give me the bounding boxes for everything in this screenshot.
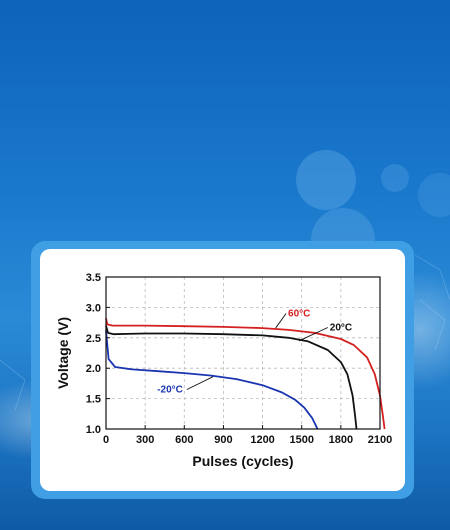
chart-panel: 0 300 600 900 1200 1500 1800 2100 1.0 1.5 2.0 2.5 3.… <box>40 249 405 491</box>
series-label-pointer <box>298 327 328 342</box>
series-label-2: 20°C <box>330 323 352 334</box>
x-axis-label: Pulses (cycles) <box>192 453 293 469</box>
series-label-pointer <box>186 376 214 390</box>
series-labels: 60°C 20°C -20°C <box>157 309 352 396</box>
plot-frame <box>105 276 381 430</box>
grid <box>106 277 380 429</box>
series-line-3 <box>105 330 319 430</box>
x-tick-label: 0 <box>103 434 109 446</box>
series-line-1 <box>105 318 386 430</box>
voltage-chart: 0 300 600 900 1200 1500 1800 2100 1.0 1.5 2.0 2.5 3.… <box>55 272 393 469</box>
x-tick-label: 900 <box>214 434 232 446</box>
series-line-2 <box>105 325 358 430</box>
x-tick-label: 1800 <box>329 434 353 446</box>
x-tick-label: 600 <box>175 434 193 446</box>
x-tick-label: 1500 <box>289 434 313 446</box>
y-tick-label: 2.5 <box>86 333 101 345</box>
series-label-pointer <box>275 313 287 329</box>
series-label-1: 60°C <box>288 309 310 320</box>
y-tick-label: 3.5 <box>86 272 101 284</box>
x-tick-label: 2100 <box>368 434 392 446</box>
y-axis-label: Voltage (V) <box>55 317 71 389</box>
y-tick-label: 1.0 <box>86 424 101 436</box>
series-lines <box>105 318 386 430</box>
y-tick-label: 3.0 <box>86 302 101 314</box>
tick-labels: 0 300 600 900 1200 1500 1800 2100 1.0 1.5 2.0 2.5 3.… <box>86 272 393 446</box>
series-label-3: -20°C <box>157 385 183 396</box>
x-tick-label: 1200 <box>250 434 274 446</box>
x-tick-label: 300 <box>136 434 154 446</box>
y-tick-label: 1.5 <box>86 394 101 406</box>
chart-card: 0 300 600 900 1200 1500 1800 2100 1.0 1.5 2.0 2.5 3.… <box>31 241 414 499</box>
y-tick-label: 2.0 <box>86 363 101 375</box>
